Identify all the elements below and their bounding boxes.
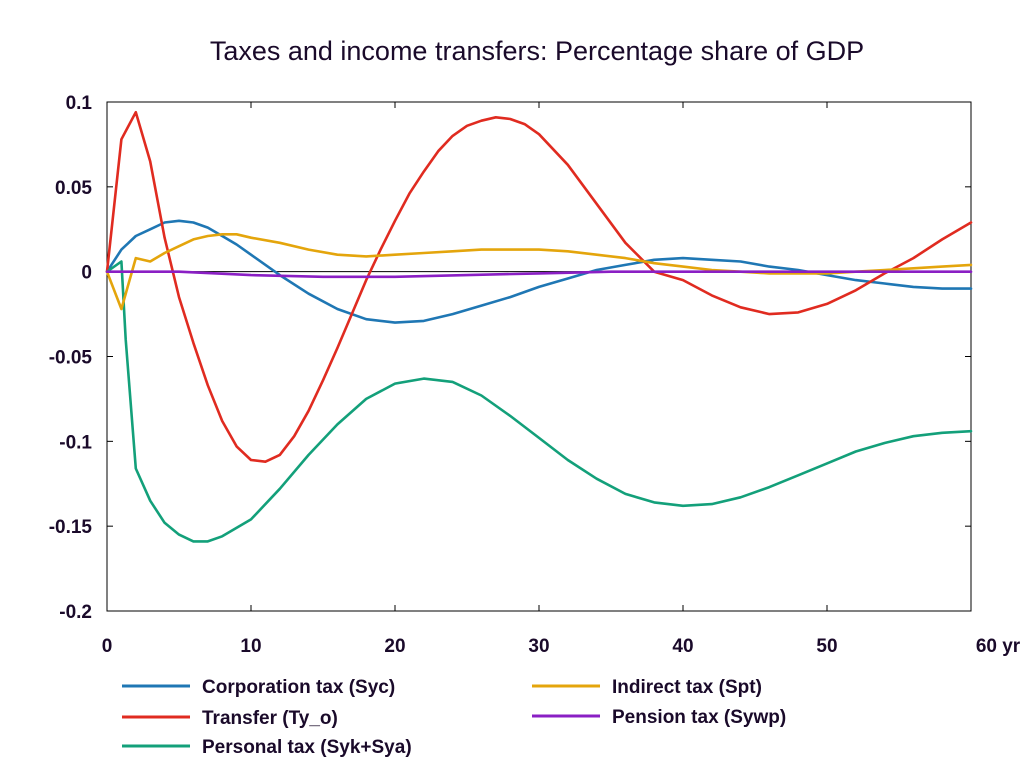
x-tick-label: 20 — [384, 636, 405, 657]
legend-label: Transfer (Ty_o) — [202, 708, 338, 729]
legend-label: Pension tax (Sywp) — [612, 707, 786, 728]
legend-label: Corporation tax (Syc) — [202, 677, 395, 698]
series-line-3 — [105, 233, 973, 311]
x-tick-label: 10 — [240, 636, 261, 657]
series-layer — [105, 110, 973, 543]
y-tick-label: -0.05 — [49, 348, 93, 369]
legend-label: Personal tax (Syk+Sya) — [202, 737, 412, 758]
series-line-4 — [105, 270, 973, 279]
x-tick-label: 40 — [672, 636, 693, 657]
y-tick-label: 0.05 — [55, 178, 92, 199]
series-line-2 — [105, 260, 973, 543]
y-tick-label: -0.1 — [59, 432, 92, 453]
x-tick-label: 0 — [102, 636, 113, 657]
y-tick-label: -0.2 — [59, 602, 92, 623]
x-tick-label: 60 yr — [976, 636, 1021, 657]
series-line-1 — [105, 110, 973, 464]
y-tick-label: 0.1 — [66, 93, 93, 114]
legend: Corporation tax (Syc) Transfer (Ty_o) Pers… — [122, 677, 786, 758]
x-tick-label: 50 — [816, 636, 837, 657]
x-tick-label: 30 — [528, 636, 549, 657]
chart-title: Taxes and income transfers: Percentage s… — [210, 36, 864, 66]
y-axis: 0.1 0.05 0 -0.05 -0.1 -0.15 -0.2 — [49, 93, 971, 623]
y-tick-label: -0.15 — [49, 517, 93, 538]
x-axis: 0 10 20 30 40 50 60 yr — [102, 102, 1021, 657]
plot-area-frame — [106, 101, 972, 612]
legend-label: Indirect tax (Spt) — [612, 677, 762, 698]
y-tick-label: 0 — [81, 263, 92, 284]
